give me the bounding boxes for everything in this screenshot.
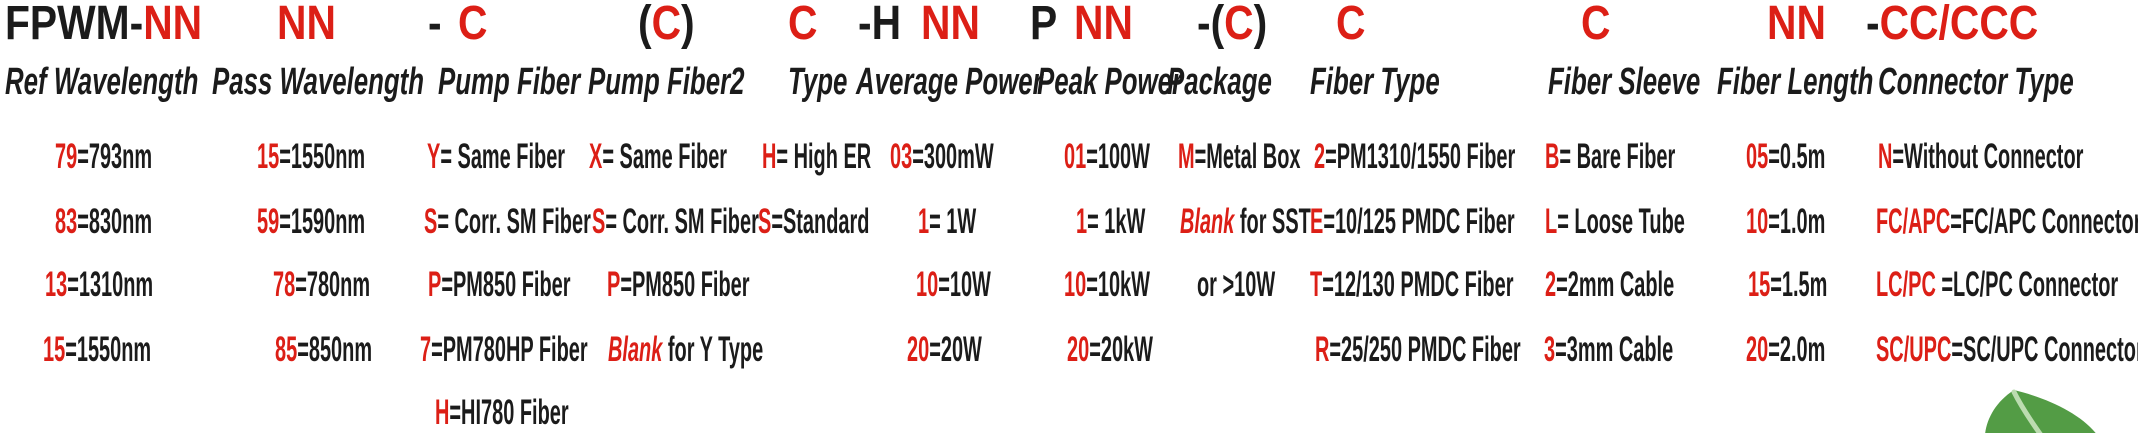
code-segment: - bbox=[428, 0, 442, 50]
field-label-average-power: Average Power bbox=[856, 61, 1043, 103]
code-option: 78=780nm bbox=[273, 265, 371, 304]
field-label-type: Type bbox=[788, 61, 848, 103]
code-segment: FPWM-NN bbox=[5, 0, 203, 50]
code-option: 01=100W bbox=[1064, 137, 1150, 176]
code-option: FC/APC=FC/APC Connector bbox=[1876, 202, 2138, 241]
code-segment: C bbox=[1336, 0, 1366, 50]
code-segment: -(C) bbox=[1197, 0, 1268, 50]
code-option: S=Standard bbox=[758, 202, 870, 241]
code-option: R=25/250 PMDC Fiber bbox=[1315, 330, 1521, 369]
code-option: 83=830nm bbox=[55, 202, 153, 241]
code-option: M=Metal Box bbox=[1178, 137, 1301, 176]
field-label-package: Package bbox=[1167, 61, 1272, 103]
code-option: 15=1550nm bbox=[43, 330, 152, 369]
field-label-fiber-length: Fiber Length bbox=[1717, 61, 1874, 103]
code-option: S= Corr. SM Fiber bbox=[592, 202, 759, 241]
code-option: 13=1310nm bbox=[45, 265, 154, 304]
code-segment: (C) bbox=[638, 0, 695, 50]
code-option: SC/UPC=SC/UPC Connector bbox=[1876, 330, 2138, 369]
code-segment: NN bbox=[277, 0, 336, 50]
code-option: 2=2mm Cable bbox=[1545, 265, 1675, 304]
code-option: 7=PM780HP Fiber bbox=[420, 330, 588, 369]
code-segment: NN bbox=[921, 0, 980, 50]
code-option: S= Corr. SM Fiber bbox=[424, 202, 591, 241]
code-segment: C bbox=[788, 0, 818, 50]
code-option: 20=2.0m bbox=[1746, 330, 1826, 369]
code-option: 10=10kW bbox=[1064, 265, 1150, 304]
code-option: 05=0.5m bbox=[1746, 137, 1826, 176]
code-option: P=PM850 Fiber bbox=[428, 265, 571, 304]
code-option: 85=850nm bbox=[275, 330, 373, 369]
field-label-pass-wavelength: Pass Wavelength bbox=[212, 61, 425, 103]
field-label-pump-fiber: Pump Fiber bbox=[438, 61, 581, 103]
field-label-ref-wavelength: Ref Wavelength bbox=[5, 61, 199, 103]
field-label-peak-power: Peak Power bbox=[1037, 61, 1183, 103]
code-option: 20=20kW bbox=[1067, 330, 1153, 369]
code-option: 15=1.5m bbox=[1748, 265, 1828, 304]
code-option: Y= Same Fiber bbox=[427, 137, 566, 176]
leaf-icon bbox=[1985, 389, 2096, 433]
field-label-pump-fiber2: Pump Fiber2 bbox=[588, 61, 745, 103]
code-option: 3=3mm Cable bbox=[1544, 330, 1674, 369]
field-label-fiber-sleeve: Fiber Sleeve bbox=[1548, 61, 1701, 103]
code-option: P=PM850 Fiber bbox=[607, 265, 750, 304]
code-option: T=12/130 PMDC Fiber bbox=[1310, 265, 1514, 304]
code-segment: -H bbox=[858, 0, 902, 50]
code-segment: NN bbox=[1767, 0, 1826, 50]
code-segment: C bbox=[458, 0, 488, 50]
code-option: 15=1550nm bbox=[257, 137, 366, 176]
code-option: Blank for Y Type bbox=[608, 330, 764, 369]
code-segment: C bbox=[1581, 0, 1611, 50]
code-option: H=HI780 Fiber bbox=[435, 393, 569, 432]
code-option: 79=793nm bbox=[55, 137, 153, 176]
code-option: 10=1.0m bbox=[1746, 202, 1826, 241]
code-option: Blank for SST bbox=[1180, 202, 1311, 241]
code-option: 1= 1W bbox=[918, 202, 977, 241]
code-option: 03=300mW bbox=[890, 137, 994, 176]
code-segment: -CC/CCC bbox=[1866, 0, 2039, 50]
code-option: 1= 1kW bbox=[1076, 202, 1146, 241]
code-option: X= Same Fiber bbox=[589, 137, 728, 176]
code-segment: P bbox=[1030, 0, 1058, 50]
code-option: LC/PC =LC/PC Connector bbox=[1876, 265, 2119, 304]
code-option: or >10W bbox=[1197, 265, 1276, 304]
code-option: 2=PM1310/1550 Fiber bbox=[1314, 137, 1516, 176]
code-option: 10=10W bbox=[916, 265, 991, 304]
code-option: B= Bare Fiber bbox=[1545, 137, 1676, 176]
code-option: N=Without Connector bbox=[1878, 137, 2084, 176]
code-option: H= High ER bbox=[762, 137, 872, 176]
code-option: 59=1590nm bbox=[257, 202, 366, 241]
code-segment: NN bbox=[1074, 0, 1133, 50]
field-label-fiber-type: Fiber Type bbox=[1310, 61, 1440, 103]
code-option: E=10/125 PMDC Fiber bbox=[1310, 202, 1515, 241]
code-option: 20=20W bbox=[907, 330, 982, 369]
code-option: L= Loose Tube bbox=[1545, 202, 1685, 241]
field-label-connector-type: Connector Type bbox=[1878, 61, 2074, 103]
